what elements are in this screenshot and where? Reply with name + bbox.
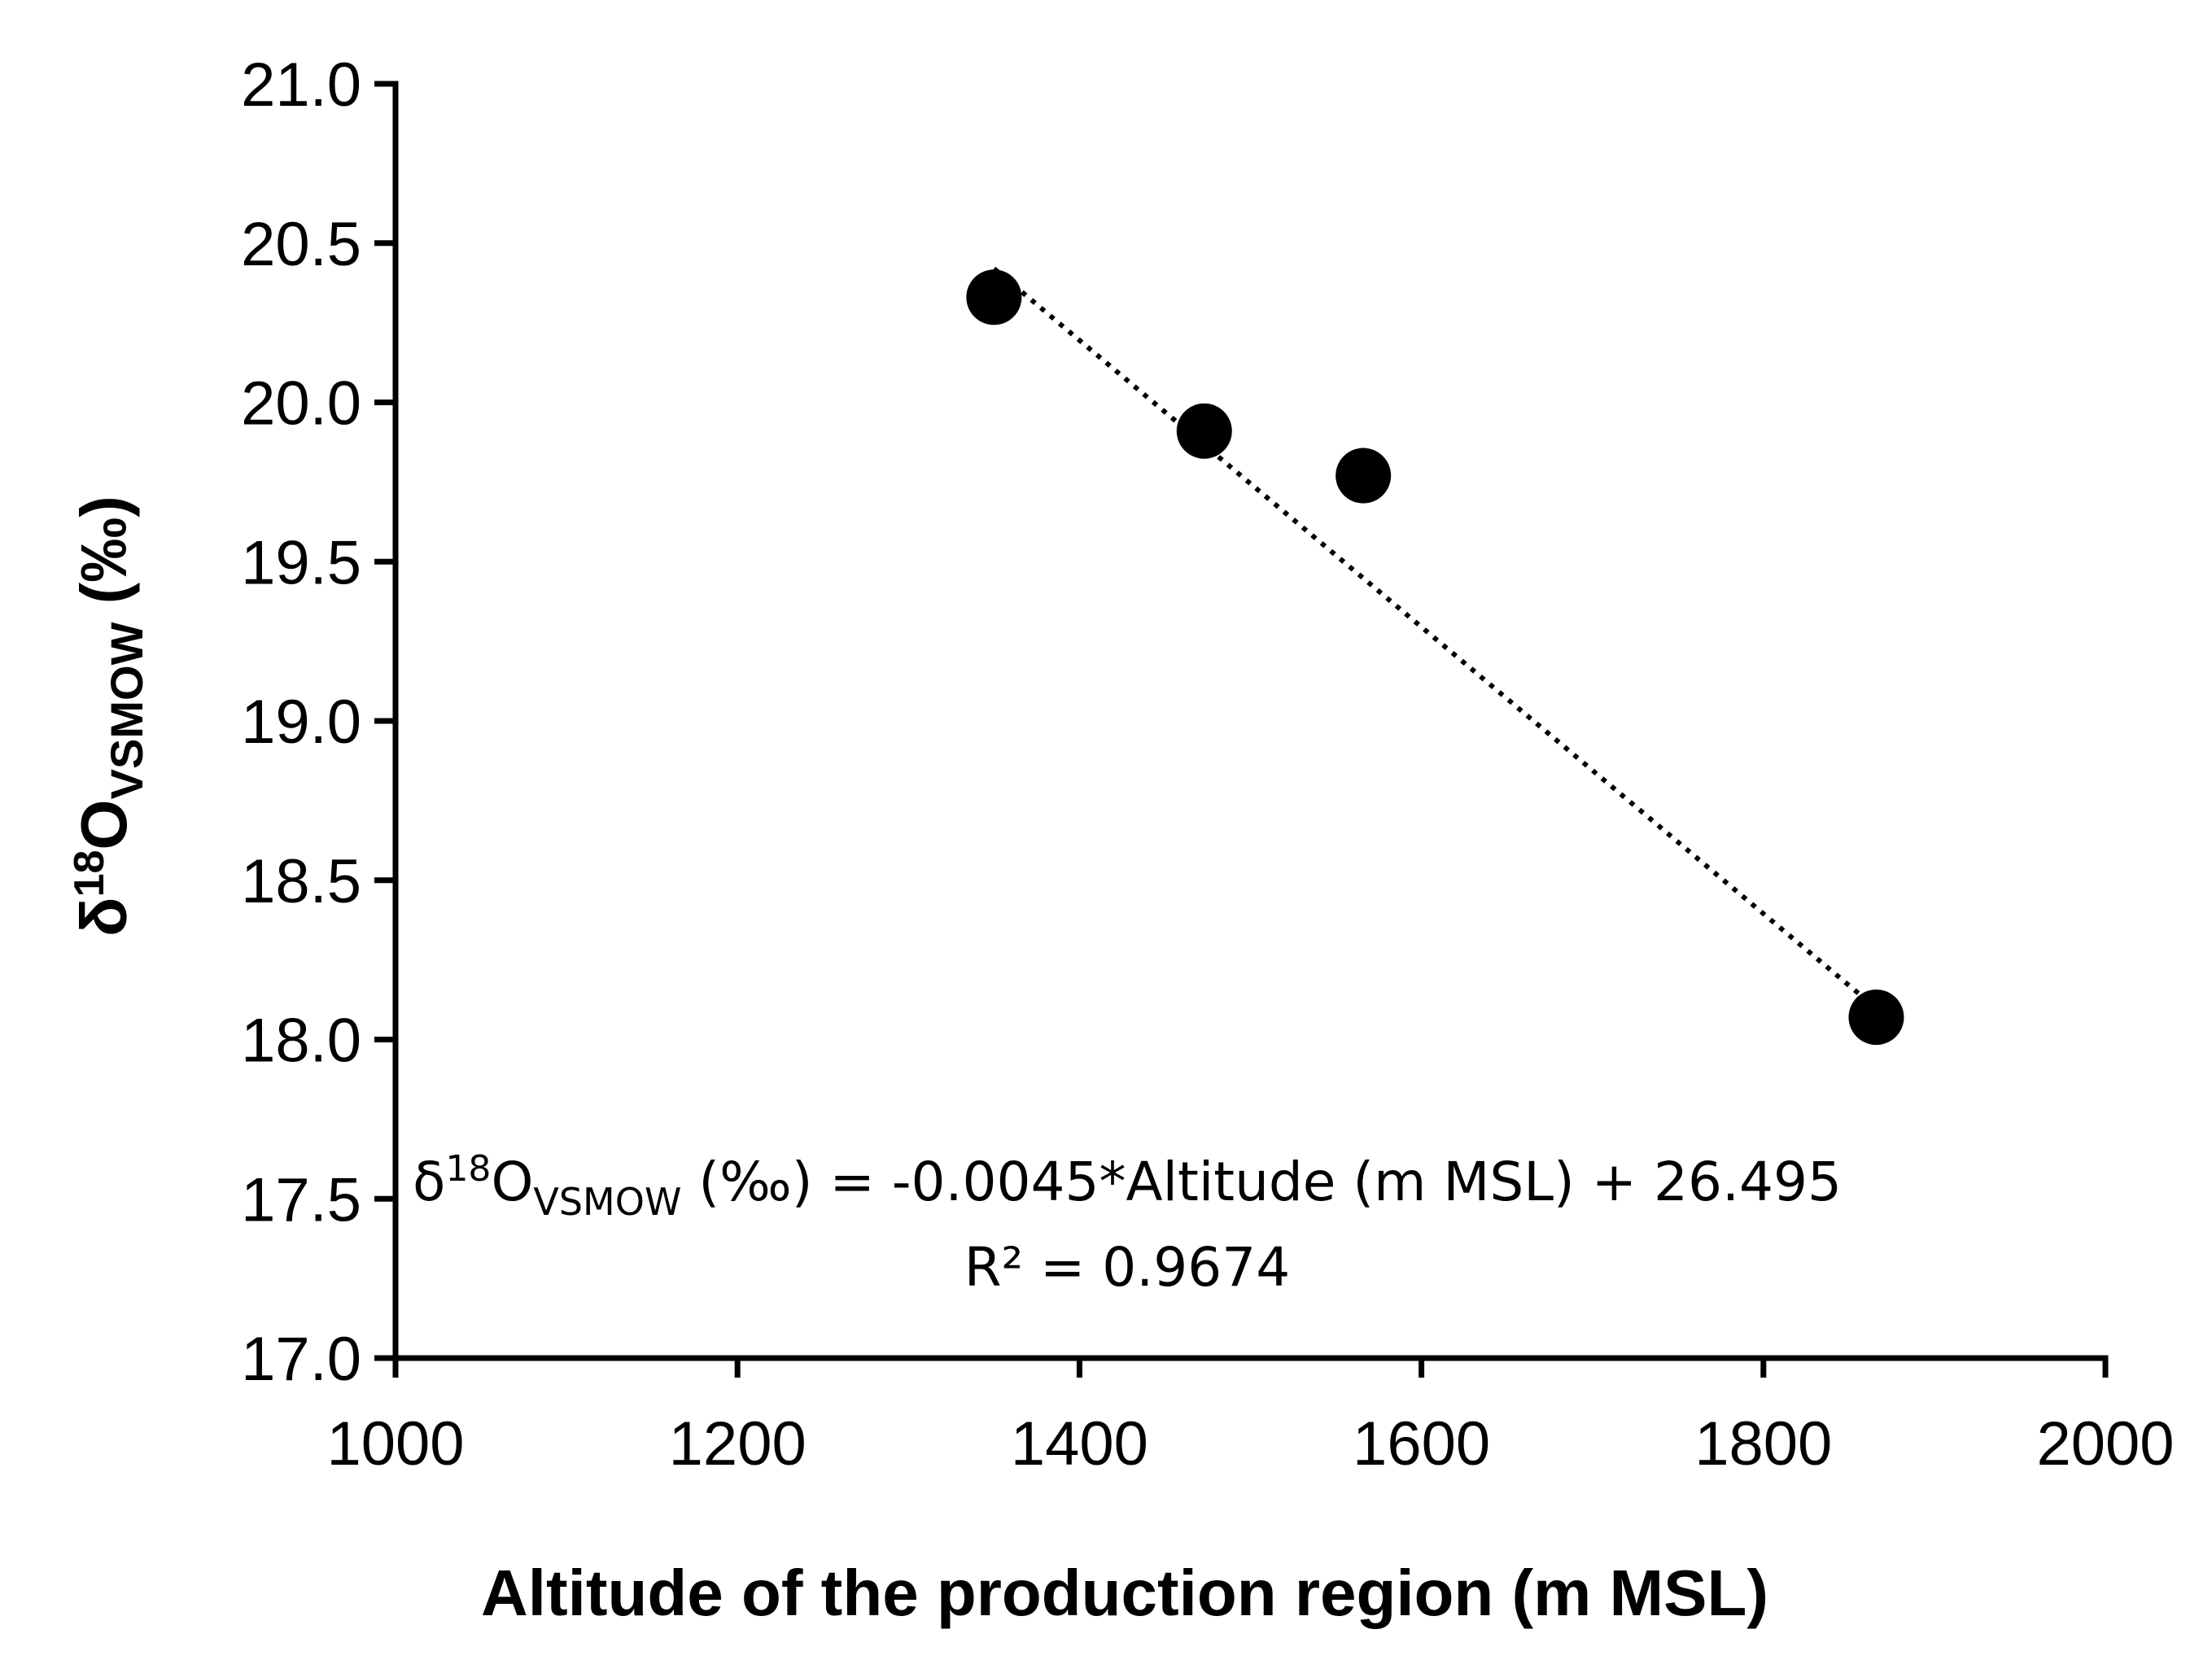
data-points — [966, 269, 1904, 1046]
x-tick-label: 1200 — [669, 1409, 807, 1479]
data-point — [966, 269, 1022, 325]
y-tick-label: 17.0 — [241, 1325, 361, 1394]
x-axis-title: Altitude of the production region (m MSL… — [481, 1557, 1768, 1629]
x-tick-label: 1400 — [1011, 1409, 1148, 1479]
y-tick-label: 20.5 — [241, 210, 361, 279]
x-tick-label: 1600 — [1353, 1409, 1490, 1479]
x-tick-label: 1000 — [326, 1409, 464, 1479]
y-tick-label: 19.5 — [241, 528, 361, 597]
y-tick-label: 21.0 — [241, 50, 361, 120]
y-tick-label: 19.0 — [241, 688, 361, 757]
trendline — [992, 266, 1878, 1011]
data-point — [1848, 989, 1904, 1046]
x-tick-label: 1800 — [1694, 1409, 1832, 1479]
axes: 17.0 17.5 18.0 18.5 19.0 19.5 20.0 20.5 21.0 1000… — [241, 50, 2174, 1479]
y-tick-label: 18.0 — [241, 1007, 361, 1076]
trendline-equation: δ18OVSMOW (‰) = -0.0045*Altitude (m MSL)… — [413, 1148, 1842, 1224]
y-tick-label: 17.5 — [241, 1165, 361, 1234]
r-squared-label: R² = 0.9674 — [964, 1236, 1291, 1299]
y-tick-label: 18.5 — [241, 847, 361, 916]
y-tick-label: 20.0 — [241, 369, 361, 439]
trendline-layer — [992, 266, 1878, 1011]
data-point — [1176, 403, 1232, 459]
data-point — [1336, 448, 1392, 504]
x-tick-label: 2000 — [2036, 1409, 2174, 1479]
y-axis-title: δ18OVSMOW (‰) — [66, 496, 152, 937]
